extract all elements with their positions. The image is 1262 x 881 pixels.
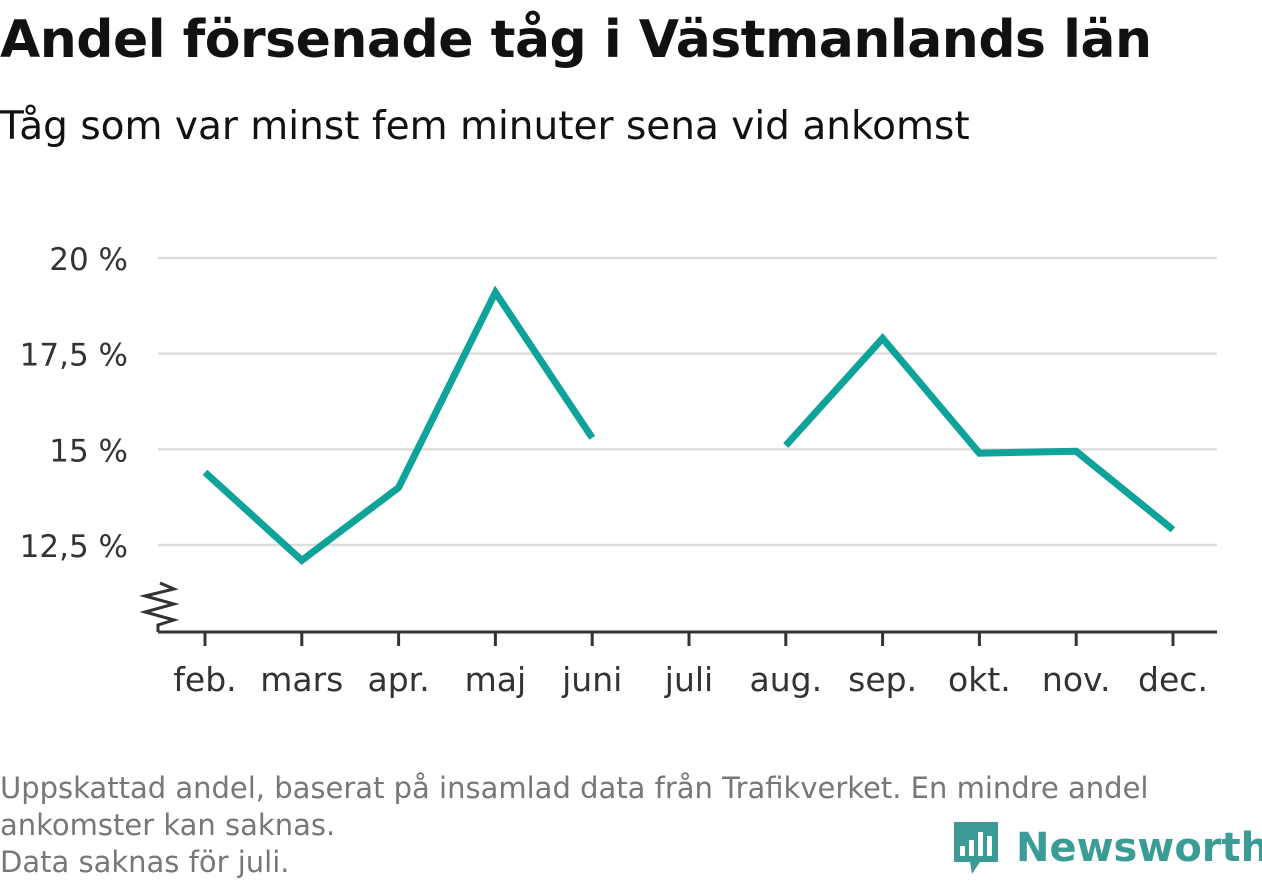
x-tick-label: aug.	[750, 660, 823, 699]
data-series	[202, 285, 1176, 565]
footnote: Uppskattad andel, baserat på insamlad da…	[0, 770, 1250, 881]
x-tick-label: maj	[465, 660, 527, 699]
x-tick-label: feb.	[173, 660, 236, 699]
y-tick-label: 20 %	[49, 242, 128, 278]
y-tick-label: 15 %	[49, 433, 128, 469]
gridlines	[158, 256, 1217, 547]
x-tick-label: sep.	[848, 660, 917, 699]
y-tick-label: 17,5 %	[20, 338, 128, 374]
footnote-line-2: ankomster kan saknas.	[0, 808, 336, 842]
brand-name: Newsworthy	[1016, 825, 1262, 871]
x-tick-label: juni	[561, 660, 622, 699]
x-tick-label: juli	[664, 660, 713, 699]
y-tick-label: 12,5 %	[20, 529, 128, 565]
x-tick-label: mars	[260, 660, 343, 699]
footnote-line-3: Data saknas för juli.	[0, 845, 290, 879]
y-axis-tick-labels: 12,5 % 15 % 17,5 % 20 %	[20, 242, 128, 565]
chart-title: Andel försenade tåg i Västmanlands län	[0, 10, 1152, 70]
series-line-segment	[783, 333, 1176, 533]
x-tick-label: dec.	[1138, 660, 1208, 699]
line-chart: 12,5 % 15 % 17,5 % 20 % feb. mars apr. maj juni…	[20, 242, 1217, 699]
x-axis-tick-labels: feb. mars apr. maj juni juli aug. sep. okt. nov. d…	[173, 660, 1208, 699]
footnote-line-1: Uppskattad andel, baserat på insamlad da…	[0, 771, 1149, 805]
newsworthy-bar-chart-bubble-icon	[954, 822, 998, 874]
x-tick-label: okt.	[948, 660, 1011, 699]
x-axis	[139, 581, 1217, 646]
brand-logo: Newsworthy	[950, 818, 1262, 878]
chart-subtitle: Tåg som var minst fem minuter sena vid a…	[0, 104, 970, 149]
series-line-segment	[202, 285, 596, 565]
x-tick-label: nov.	[1042, 660, 1111, 699]
axis-break-zigzag	[139, 581, 180, 632]
x-tick-label: apr.	[367, 660, 429, 699]
